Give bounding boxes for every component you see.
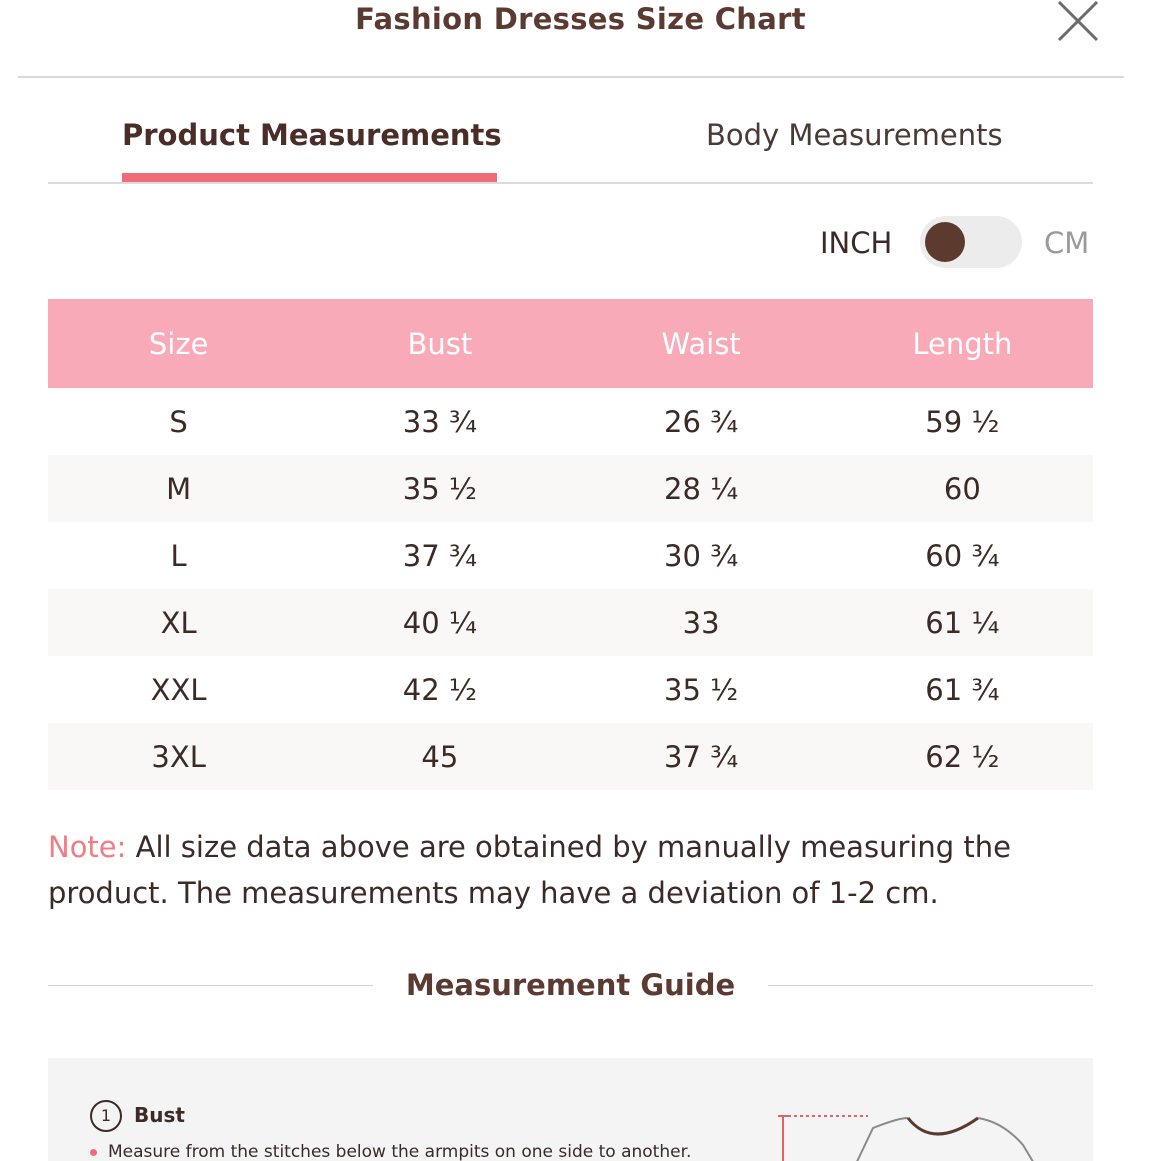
cell-size: S (48, 388, 310, 455)
header-divider (18, 76, 1124, 78)
measurement-guide-card: 1 Bust Measure from the stitches below t… (48, 1058, 1093, 1161)
table-row: M 35 ½ 28 ¼ 60 (48, 455, 1093, 522)
cell-length: 60 (831, 455, 1093, 522)
column-header-length: Length (831, 299, 1093, 388)
cell-length: 59 ½ (831, 388, 1093, 455)
step-title: Bust (134, 1103, 185, 1127)
measurement-guide-title: Measurement Guide (405, 968, 736, 1002)
cell-size: 3XL (48, 723, 310, 790)
column-header-bust: Bust (309, 299, 571, 388)
tabs-divider (48, 182, 1093, 184)
cell-length: 61 ¼ (831, 589, 1093, 656)
close-button[interactable] (1052, 0, 1104, 44)
unit-cm-label[interactable]: CM (1044, 226, 1090, 260)
active-tab-indicator (122, 173, 497, 182)
table-row: 3XL 45 37 ¾ 62 ½ (48, 723, 1093, 790)
tab-product-measurements[interactable]: Product Measurements (122, 118, 502, 152)
bullet-icon (90, 1149, 97, 1156)
divider-left (48, 985, 373, 986)
size-table: Size Bust Waist Length S 33 ¾ 26 ¾ 59 ½ … (48, 299, 1093, 790)
cell-length: 62 ½ (831, 723, 1093, 790)
cell-bust: 40 ¼ (309, 589, 571, 656)
step-number-badge: 1 (90, 1100, 122, 1132)
cell-size: M (48, 455, 310, 522)
measurement-guide-heading: Measurement Guide (48, 960, 1093, 1010)
column-header-waist: Waist (570, 299, 832, 388)
table-header-row: Size Bust Waist Length (48, 299, 1093, 388)
cell-waist: 33 (570, 589, 832, 656)
cell-size: XXL (48, 656, 310, 723)
unit-toggle: INCH CM (790, 212, 1110, 272)
close-icon (1057, 0, 1099, 42)
header: Fashion Dresses Size Chart (0, 0, 1161, 80)
table-row: S 33 ¾ 26 ¾ 59 ½ (48, 388, 1093, 455)
cell-length: 61 ¾ (831, 656, 1093, 723)
cell-waist: 37 ¾ (570, 723, 832, 790)
cell-bust: 33 ¾ (309, 388, 571, 455)
divider-right (768, 985, 1093, 986)
cell-length: 60 ¾ (831, 522, 1093, 589)
cell-waist: 28 ¼ (570, 455, 832, 522)
tab-body-measurements[interactable]: Body Measurements (706, 118, 1003, 152)
cell-waist: 35 ½ (570, 656, 832, 723)
cell-bust: 37 ¾ (309, 522, 571, 589)
table-row: L 37 ¾ 30 ¾ 60 ¾ (48, 522, 1093, 589)
cell-size: XL (48, 589, 310, 656)
unit-switch[interactable] (920, 216, 1022, 268)
measurement-note: Note: All size data above are obtained b… (48, 824, 1108, 916)
cell-size: L (48, 522, 310, 589)
column-header-size: Size (48, 299, 310, 388)
step-description: Measure from the stitches below the armp… (108, 1142, 692, 1161)
cell-bust: 42 ½ (309, 656, 571, 723)
page-title: Fashion Dresses Size Chart (355, 2, 806, 36)
table-row: XXL 42 ½ 35 ½ 61 ¾ (48, 656, 1093, 723)
table-row: XL 40 ¼ 33 61 ¼ (48, 589, 1093, 656)
dress-illustration (778, 1115, 1034, 1161)
unit-switch-knob (925, 222, 965, 262)
tab-bar: Product Measurements Body Measurements (48, 100, 1093, 186)
cell-bust: 45 (309, 723, 571, 790)
cell-waist: 30 ¾ (570, 522, 832, 589)
note-label: Note: (48, 830, 127, 864)
note-text: All size data above are obtained by manu… (48, 830, 1012, 910)
cell-waist: 26 ¾ (570, 388, 832, 455)
cell-bust: 35 ½ (309, 455, 571, 522)
unit-inch-label[interactable]: INCH (820, 226, 893, 260)
